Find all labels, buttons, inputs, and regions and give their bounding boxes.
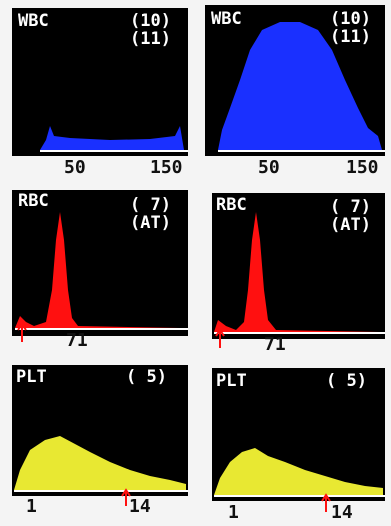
panel-title: WBC	[211, 9, 242, 29]
plt-panel-right: PLT ( 5) 1 14	[212, 368, 385, 523]
code: (11)	[330, 27, 371, 47]
axis-label: 71	[264, 334, 286, 355]
code: ( 7)	[130, 195, 171, 215]
plt-panel-left: PLT ( 5) 1 14	[12, 365, 188, 517]
axis-label: 14	[331, 502, 353, 523]
axis-label: 1	[228, 502, 239, 523]
wbc-panel-right: WBC (10) (11) 50 150	[205, 5, 385, 178]
rbc-panel-left: RBC ( 7) (AT) 71	[12, 190, 188, 351]
axis-label: 50	[258, 157, 280, 178]
panel-title: WBC	[18, 11, 49, 31]
axis-label: 14	[129, 496, 151, 517]
code: ( 7)	[330, 197, 371, 217]
code: ( 5)	[326, 371, 367, 391]
axis-label: 150	[150, 157, 183, 178]
rbc-panel-right: RBC ( 7) (AT) 71	[212, 193, 385, 355]
axis-label: 50	[64, 157, 86, 178]
panel-title: PLT	[216, 371, 247, 391]
panel-title: RBC	[216, 195, 247, 215]
analyzer-screen: WBC (10) (11) 50 150 WBC (10) (11) 50 15…	[0, 0, 391, 526]
wbc-panel-left: WBC (10) (11) 50 150	[12, 8, 188, 178]
code: ( 5)	[126, 367, 167, 387]
code: (11)	[130, 29, 171, 49]
panel-title: PLT	[16, 367, 47, 387]
panel-title: RBC	[18, 191, 49, 211]
axis-label: 71	[66, 330, 88, 351]
axis-label: 150	[346, 157, 379, 178]
code: (AT)	[330, 215, 371, 235]
code: (10)	[330, 9, 371, 29]
code: (AT)	[130, 213, 171, 233]
axis-label: 1	[26, 496, 37, 517]
code: (10)	[130, 11, 171, 31]
